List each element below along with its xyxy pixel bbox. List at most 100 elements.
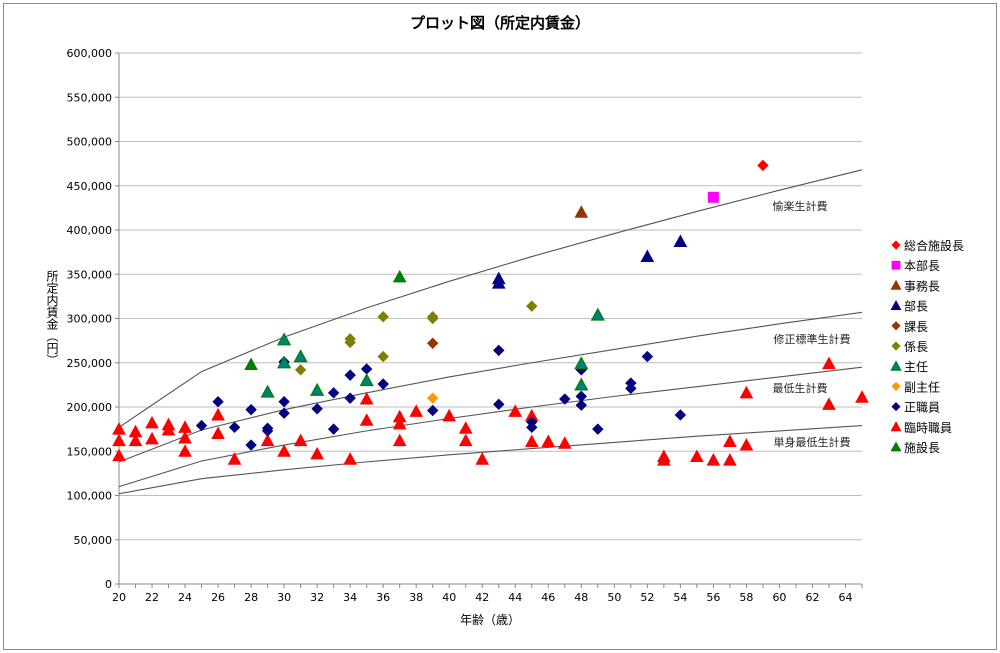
data-point [409, 404, 424, 417]
legend-label: 事務長 [904, 279, 940, 293]
legend-marker-icon [891, 240, 901, 250]
data-point [757, 159, 769, 172]
legend-marker-icon [891, 402, 901, 412]
data-point [493, 344, 505, 357]
data-point [427, 337, 439, 349]
x-tick-label: 50 [607, 591, 621, 604]
data-point [178, 444, 192, 457]
x-tick-label: 52 [640, 591, 654, 604]
data-point [427, 312, 439, 325]
data-point [359, 391, 374, 405]
x-tick-label: 26 [211, 591, 225, 604]
legend-label: 総合施設長 [904, 238, 964, 253]
data-point [723, 453, 737, 466]
data-point [112, 433, 126, 447]
y-tick-label: 150,000 [67, 445, 113, 458]
y-tick-label: 450,000 [67, 180, 113, 193]
data-point [244, 357, 258, 371]
legend-label: 主任 [904, 360, 928, 374]
data-point [640, 249, 655, 263]
curve-label: 最低生計費 [773, 381, 828, 395]
data-point [574, 356, 589, 370]
x-tick-label: 28 [244, 591, 258, 604]
legend-item: 本部長 [891, 258, 940, 273]
data-point [377, 378, 389, 390]
legend-item: 総合施設長 [891, 238, 964, 253]
legend-marker-icon [891, 321, 901, 331]
data-point [575, 399, 588, 411]
x-axis-label: 年齢（歳） [460, 612, 520, 627]
y-tick-label: 250,000 [67, 357, 113, 370]
x-tick-label: 40 [442, 591, 456, 604]
data-point [261, 425, 274, 437]
data-point [458, 433, 473, 447]
data-point [706, 453, 721, 466]
data-point [227, 452, 242, 465]
legend-marker-icon [890, 279, 902, 290]
data-point [178, 430, 192, 444]
data-point [574, 377, 589, 391]
data-point [344, 392, 356, 404]
data-point [674, 409, 687, 421]
data-point [195, 419, 208, 432]
legend-item: 事務長 [890, 279, 940, 293]
data-point [359, 373, 374, 387]
x-tick-label: 20 [112, 591, 126, 604]
data-point [245, 403, 257, 416]
curve-line [118, 425, 863, 495]
data-point [310, 382, 325, 396]
x-tick-label: 58 [739, 591, 753, 604]
data-point [574, 205, 589, 218]
data-point [739, 438, 754, 451]
data-point [228, 421, 241, 434]
y-tick-label: 500,000 [67, 136, 113, 149]
gridlines [119, 52, 862, 541]
chart-title: プロット図（所定内賃金） [410, 14, 590, 32]
legend-marker-icon [890, 360, 902, 371]
curve-label: 修正標準生計費 [774, 332, 851, 346]
data-point [508, 404, 523, 417]
data-point [526, 421, 538, 434]
curve-line [118, 311, 863, 463]
data-point [212, 395, 224, 408]
data-point [707, 191, 719, 203]
x-tick-label: 34 [343, 591, 357, 604]
data-point [344, 369, 356, 381]
data-point [739, 385, 754, 399]
data-point [327, 423, 340, 435]
data-point [524, 434, 539, 448]
legend-item: 正職員 [891, 401, 940, 415]
data-point [541, 434, 556, 448]
x-tick-label: 64 [838, 591, 852, 604]
data-point [855, 390, 869, 403]
data-point [592, 423, 604, 435]
x-tick-label: 36 [376, 591, 390, 604]
data-point [657, 453, 671, 466]
legend-marker-icon [890, 441, 902, 452]
data-point [211, 407, 225, 421]
curve-label: 単身最低生計費 [774, 435, 851, 449]
data-point [344, 336, 356, 349]
data-point [277, 355, 292, 369]
data-point [278, 407, 290, 419]
axes: 0 50,000 100,000 150,000 200,000 250,000 300,0… [67, 47, 863, 604]
y-tick-label: 50,000 [74, 534, 113, 547]
y-tick-label: 400,000 [67, 224, 113, 237]
data-point [277, 444, 291, 457]
y-tick-label: 350,000 [67, 268, 113, 281]
legend-label: 正職員 [904, 401, 940, 415]
x-tick-label: 56 [706, 591, 720, 604]
data-points [112, 159, 869, 466]
data-point [311, 403, 323, 415]
data-point [458, 421, 473, 434]
legend-label: 本部長 [904, 258, 940, 273]
legend-item: 課長 [891, 319, 928, 334]
x-tick-label: 42 [475, 591, 489, 604]
x-tick-label: 38 [409, 591, 423, 604]
x-tick-label: 32 [310, 591, 324, 604]
curve-line [118, 169, 863, 428]
y-tick-label: 600,000 [67, 47, 113, 60]
